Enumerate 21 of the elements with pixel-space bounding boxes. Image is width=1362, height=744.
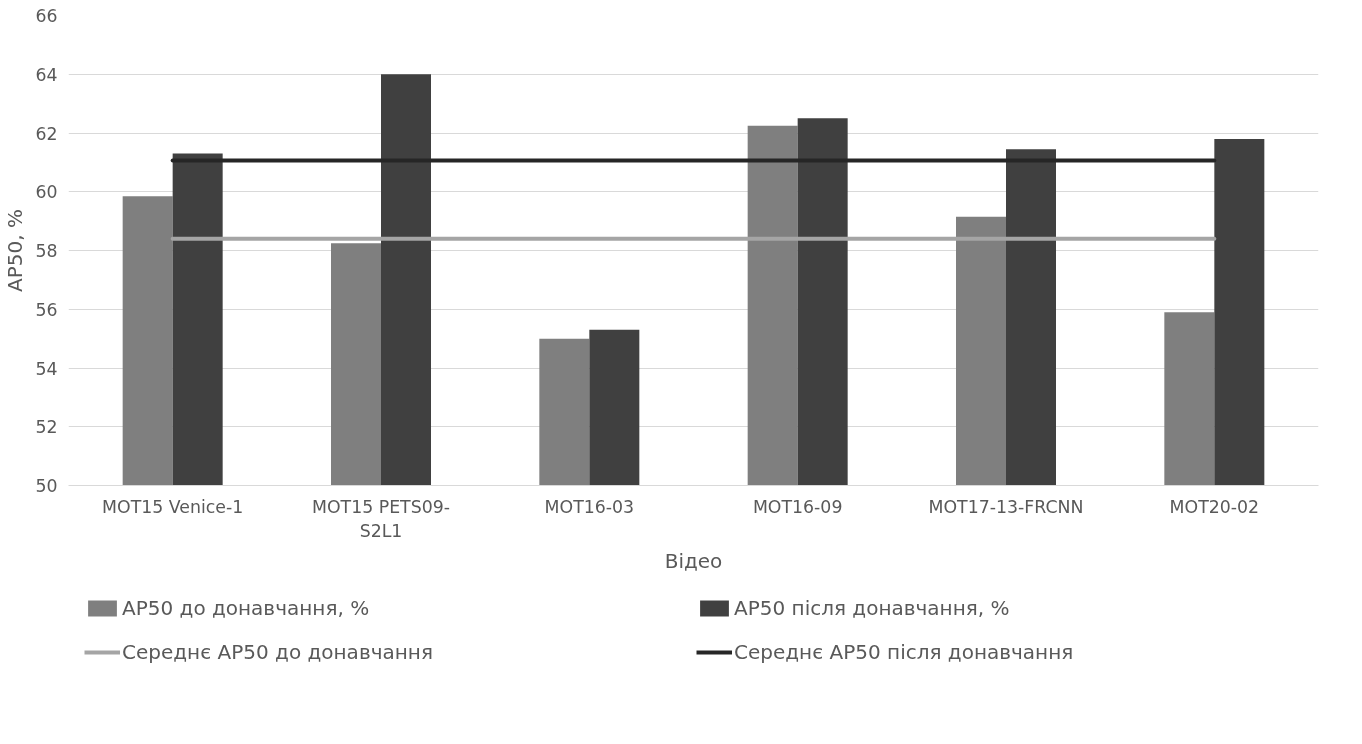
y-tick-label: 66	[35, 6, 58, 26]
x-tick-label: MOT17-13-FRCNN	[928, 496, 1084, 517]
y-axis-title: AP50, %	[3, 209, 28, 292]
legend-label: AP50 до донавчання, %	[122, 595, 371, 622]
x-tick-label: MOT15 PETS09-S2L1	[311, 496, 451, 541]
x-tick-label: MOT16-09	[752, 496, 843, 517]
y-tick-label: 60	[35, 182, 58, 203]
y-tick-label: 56	[35, 299, 58, 320]
legend-label: Середнє AP50 після донавчання	[734, 639, 1075, 666]
legend-label: AP50 після донавчання, %	[734, 595, 1011, 622]
y-tick-label: 50	[35, 476, 58, 496]
y-tick-label: 52	[35, 417, 58, 438]
x-tick-label: MOT15 Venice-1	[102, 496, 244, 517]
x-tick-label: MOT16-03	[544, 496, 635, 517]
y-tick-label: 54	[35, 358, 58, 379]
y-tick-label: 58	[35, 241, 58, 261]
x-tick-label: MOT20-02	[1169, 496, 1260, 517]
legend-label: Середнє AP50 до донавчання	[122, 639, 434, 666]
y-tick-label: 62	[35, 123, 58, 144]
x-axis-title: Відео	[664, 548, 723, 573]
y-tick-label: 64	[35, 64, 58, 85]
